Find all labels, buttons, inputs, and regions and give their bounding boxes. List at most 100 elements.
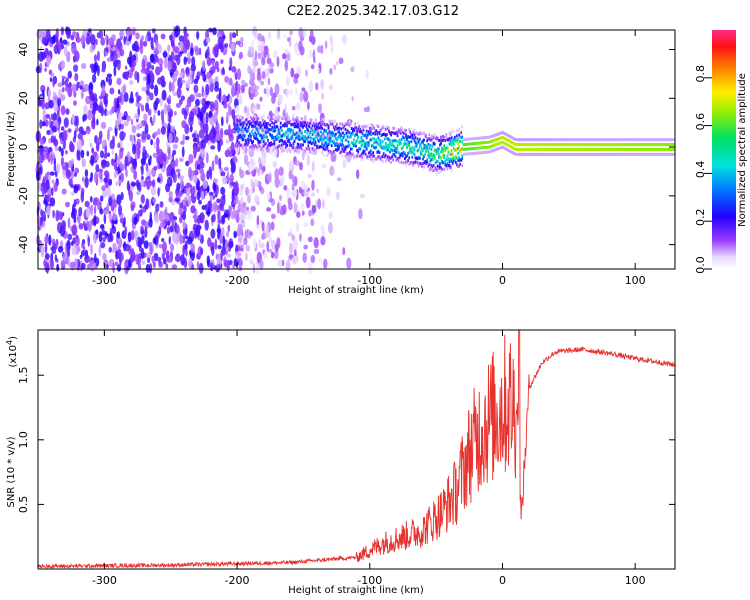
spectrogram-noise-cell: [145, 123, 149, 130]
spectrogram-noise-cell: [261, 233, 265, 240]
spectrogram-ridge-cell: [620, 143, 623, 147]
spectrogram-ridge-cell: [298, 145, 301, 149]
spectrogram-noise-cell: [285, 260, 291, 272]
spectrogram-ridge-cell: [613, 138, 615, 142]
spectrogram-noise-cell: [250, 205, 256, 212]
spectrogram-ridge-cell: [319, 136, 321, 140]
spectrogram-ridge-cell: [280, 143, 283, 147]
spectrogram-noise-cell: [182, 220, 186, 230]
spectrogram-ridge-cell: [466, 137, 469, 141]
spectrogram-noise-cell: [149, 263, 153, 274]
spectrogram-ridge-cell: [461, 154, 464, 158]
spectrogram-ridge-cell: [329, 122, 332, 126]
spectrogram-ridge-cell: [341, 142, 344, 146]
spectrogram-noise-cell: [74, 50, 80, 62]
spectrogram-noise-cell: [293, 76, 299, 85]
spectrogram-ridge-cell: [402, 136, 405, 140]
spectrogram-noise-cell: [112, 242, 117, 250]
spectrogram-ridge-cell: [453, 157, 456, 161]
spectrogram-noise-cell: [307, 262, 313, 275]
spectrogram-ridge-cell: [289, 141, 292, 145]
spectrogram-noise-cell: [155, 203, 160, 212]
spectrogram-ridge-cell: [515, 148, 518, 151]
spectrogram-ridge-cell: [360, 144, 363, 148]
spectrogram-ridge-cell: [481, 151, 484, 155]
spectrogram-ridge-cell: [404, 139, 406, 143]
spectrogram-noise-cell: [256, 71, 262, 81]
spectrogram-ridge-cell: [497, 147, 500, 151]
spectrogram-ridge-cell: [362, 139, 365, 143]
spectrogram-ridge-cell: [271, 136, 274, 140]
spectrogram-ridge-cell: [485, 150, 488, 154]
spectrogram-noise-cell: [101, 185, 106, 192]
spectrogram-noise-cell: [167, 44, 171, 53]
spectrogram-ridge-cell: [428, 168, 431, 172]
spectrogram-noise-cell: [202, 180, 208, 190]
spectrogram-ridge-cell: [430, 152, 433, 156]
spectrogram-ridge-cell: [347, 152, 350, 156]
spectrogram-ridge-cell: [406, 161, 408, 164]
spectrogram-ridge-cell: [355, 144, 357, 148]
spectrogram-ridge-cell: [594, 152, 596, 156]
spectrogram-ridge-cell: [336, 138, 338, 141]
spectrogram-noise-cell: [174, 46, 180, 54]
spectrogram-noise-cell: [282, 53, 287, 60]
spectrogram-ridge-cell: [455, 148, 457, 152]
spectrogram-ridge-cell: [645, 138, 647, 142]
spectrogram-ridge-cell: [486, 140, 489, 144]
spectrogram-noise-cell: [78, 206, 83, 217]
spectrogram-ridge-cell: [603, 152, 606, 156]
spectrogram-noise-cell: [169, 155, 173, 160]
spectrogram-noise-cell: [309, 49, 313, 59]
spectrogram-ridge-cell: [323, 153, 326, 157]
spectrogram-ridge-cell: [542, 152, 544, 156]
spectrogram-noise-cell: [146, 73, 151, 86]
spectrogram-noise-cell: [77, 132, 83, 140]
spectrogram-noise-cell: [342, 247, 346, 256]
spectrogram-ridge-cell: [305, 146, 308, 150]
spectrogram-ridge-cell: [473, 142, 475, 146]
spectrogram-ridge-cell: [637, 143, 640, 147]
spectrogram-ridge-cell: [284, 140, 286, 144]
spectrogram-ridge-cell: [245, 123, 248, 127]
spectrogram-noise-cell: [171, 218, 176, 225]
spectrogram-noise-cell: [174, 158, 179, 167]
spectrogram-ridge-cell: [254, 124, 257, 128]
spectrogram-ridge-cell: [605, 138, 608, 142]
spectrogram-ridge-cell: [427, 143, 430, 146]
spectrogram-ridge-cell: [392, 144, 395, 148]
spectrogram-noise-cell: [166, 104, 171, 113]
spectrogram-ridge-cell: [546, 152, 549, 156]
spectrogram-ridge-cell: [237, 125, 240, 129]
spectrogram-ridge-cell: [472, 137, 474, 141]
spectrogram-ridge-cell: [533, 138, 536, 142]
spectrogram-ridge-cell: [358, 154, 361, 158]
spectrogram-ridge-cell: [371, 123, 373, 127]
spectrogram-ridge-cell: [245, 140, 248, 144]
spectrogram-ridge-cell: [443, 167, 446, 171]
spectrogram-noise-cell: [133, 170, 138, 180]
spectrogram-ridge-cell: [566, 143, 569, 147]
spectrogram-noise-cell: [108, 246, 113, 253]
spectrogram-noise-cell: [255, 91, 259, 96]
spectrogram-ridge-cell: [349, 135, 352, 139]
spectrogram-ridge-cell: [605, 143, 608, 147]
spectrogram-ridge-cell: [585, 152, 588, 156]
spectrogram-ridge-cell: [429, 159, 432, 163]
spectrogram-ridge-cell: [510, 145, 512, 149]
spectrogram-ridge-cell: [274, 146, 277, 150]
spectrogram-ridge-cell: [303, 136, 305, 140]
spectrogram-ridge-cell: [313, 143, 316, 147]
spectrogram-ridge-cell: [604, 148, 607, 151]
snr-y-axis-title: SNR (10 * v/v): [6, 436, 17, 507]
spectrogram-ridge-cell: [347, 144, 350, 148]
spectrogram-ridge-cell: [469, 142, 472, 146]
spectrogram-ridge-cell: [527, 148, 529, 151]
spectrogram-ridge-cell: [431, 169, 434, 173]
spectrogram-ridge-cell: [407, 135, 409, 138]
spectrogram-ridge-cell: [627, 148, 629, 151]
spectrogram-ridge-cell: [458, 140, 460, 144]
spectrogram-ridge-cell: [406, 154, 408, 158]
spectrogram-noise-cell: [93, 232, 96, 243]
spectrogram-ridge-cell: [315, 122, 318, 126]
